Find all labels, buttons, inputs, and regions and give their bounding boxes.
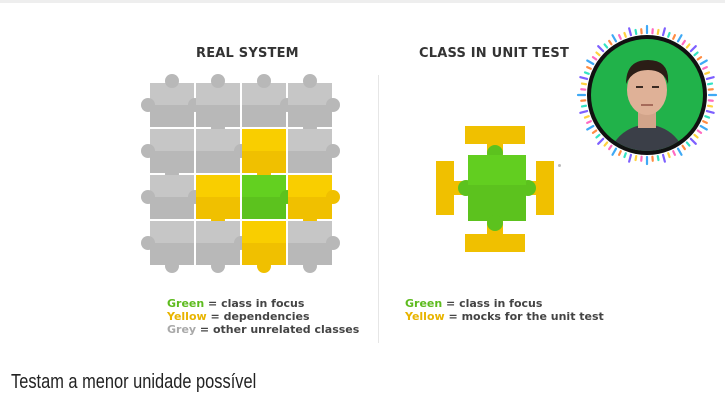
presenter-avatar bbox=[576, 24, 718, 166]
puzzle-piece-grey bbox=[288, 129, 340, 173]
legend-row-green: Green = class in focus bbox=[167, 297, 305, 310]
puzzle-piece-grey bbox=[141, 221, 194, 273]
puzzle-piece-yellow bbox=[196, 175, 240, 227]
puzzle-piece-grey bbox=[196, 221, 248, 273]
unit-test-puzzle bbox=[436, 126, 554, 252]
focus-piece bbox=[458, 145, 536, 231]
slide-caption: Testam a menor unidade possível bbox=[11, 371, 257, 393]
puzzle-piece-grey bbox=[242, 74, 294, 127]
top-border bbox=[0, 0, 725, 3]
puzzle-piece-grey bbox=[141, 74, 202, 127]
puzzle-piece-yellow bbox=[242, 221, 286, 273]
puzzle-piece-grey bbox=[288, 74, 340, 135]
stray-dot bbox=[558, 164, 561, 167]
legend-row-yellow: Yellow = dependencies bbox=[167, 310, 310, 323]
puzzle-piece-grey bbox=[196, 129, 248, 173]
puzzle-piece-grey bbox=[141, 175, 202, 219]
puzzle-piece-green bbox=[242, 175, 294, 219]
avatar-icon bbox=[576, 24, 718, 166]
slide-image: REAL SYSTEM CLASS IN UNIT TEST Green = c… bbox=[0, 3, 725, 353]
real-system-puzzle bbox=[141, 74, 340, 273]
panel-divider bbox=[378, 75, 379, 343]
puzzle-piece-grey bbox=[196, 74, 240, 135]
legend-row-grey: Grey = other unrelated classes bbox=[167, 323, 360, 336]
unit-test-legend: Green = class in focus Yellow = mocks fo… bbox=[405, 297, 604, 323]
real-system-title: REAL SYSTEM bbox=[196, 46, 299, 61]
unit-test-title: CLASS IN UNIT TEST bbox=[419, 46, 570, 61]
legend-row-green: Green = class in focus bbox=[405, 297, 543, 310]
puzzle-piece-yellow bbox=[242, 129, 286, 181]
legend-row-yellow: Yellow = mocks for the unit test bbox=[405, 310, 604, 323]
real-system-legend: Green = class in focus Yellow = dependen… bbox=[167, 297, 359, 336]
puzzle-piece-grey bbox=[141, 129, 194, 181]
puzzle-piece-yellow bbox=[288, 175, 340, 227]
puzzle-piece-grey bbox=[288, 221, 340, 273]
